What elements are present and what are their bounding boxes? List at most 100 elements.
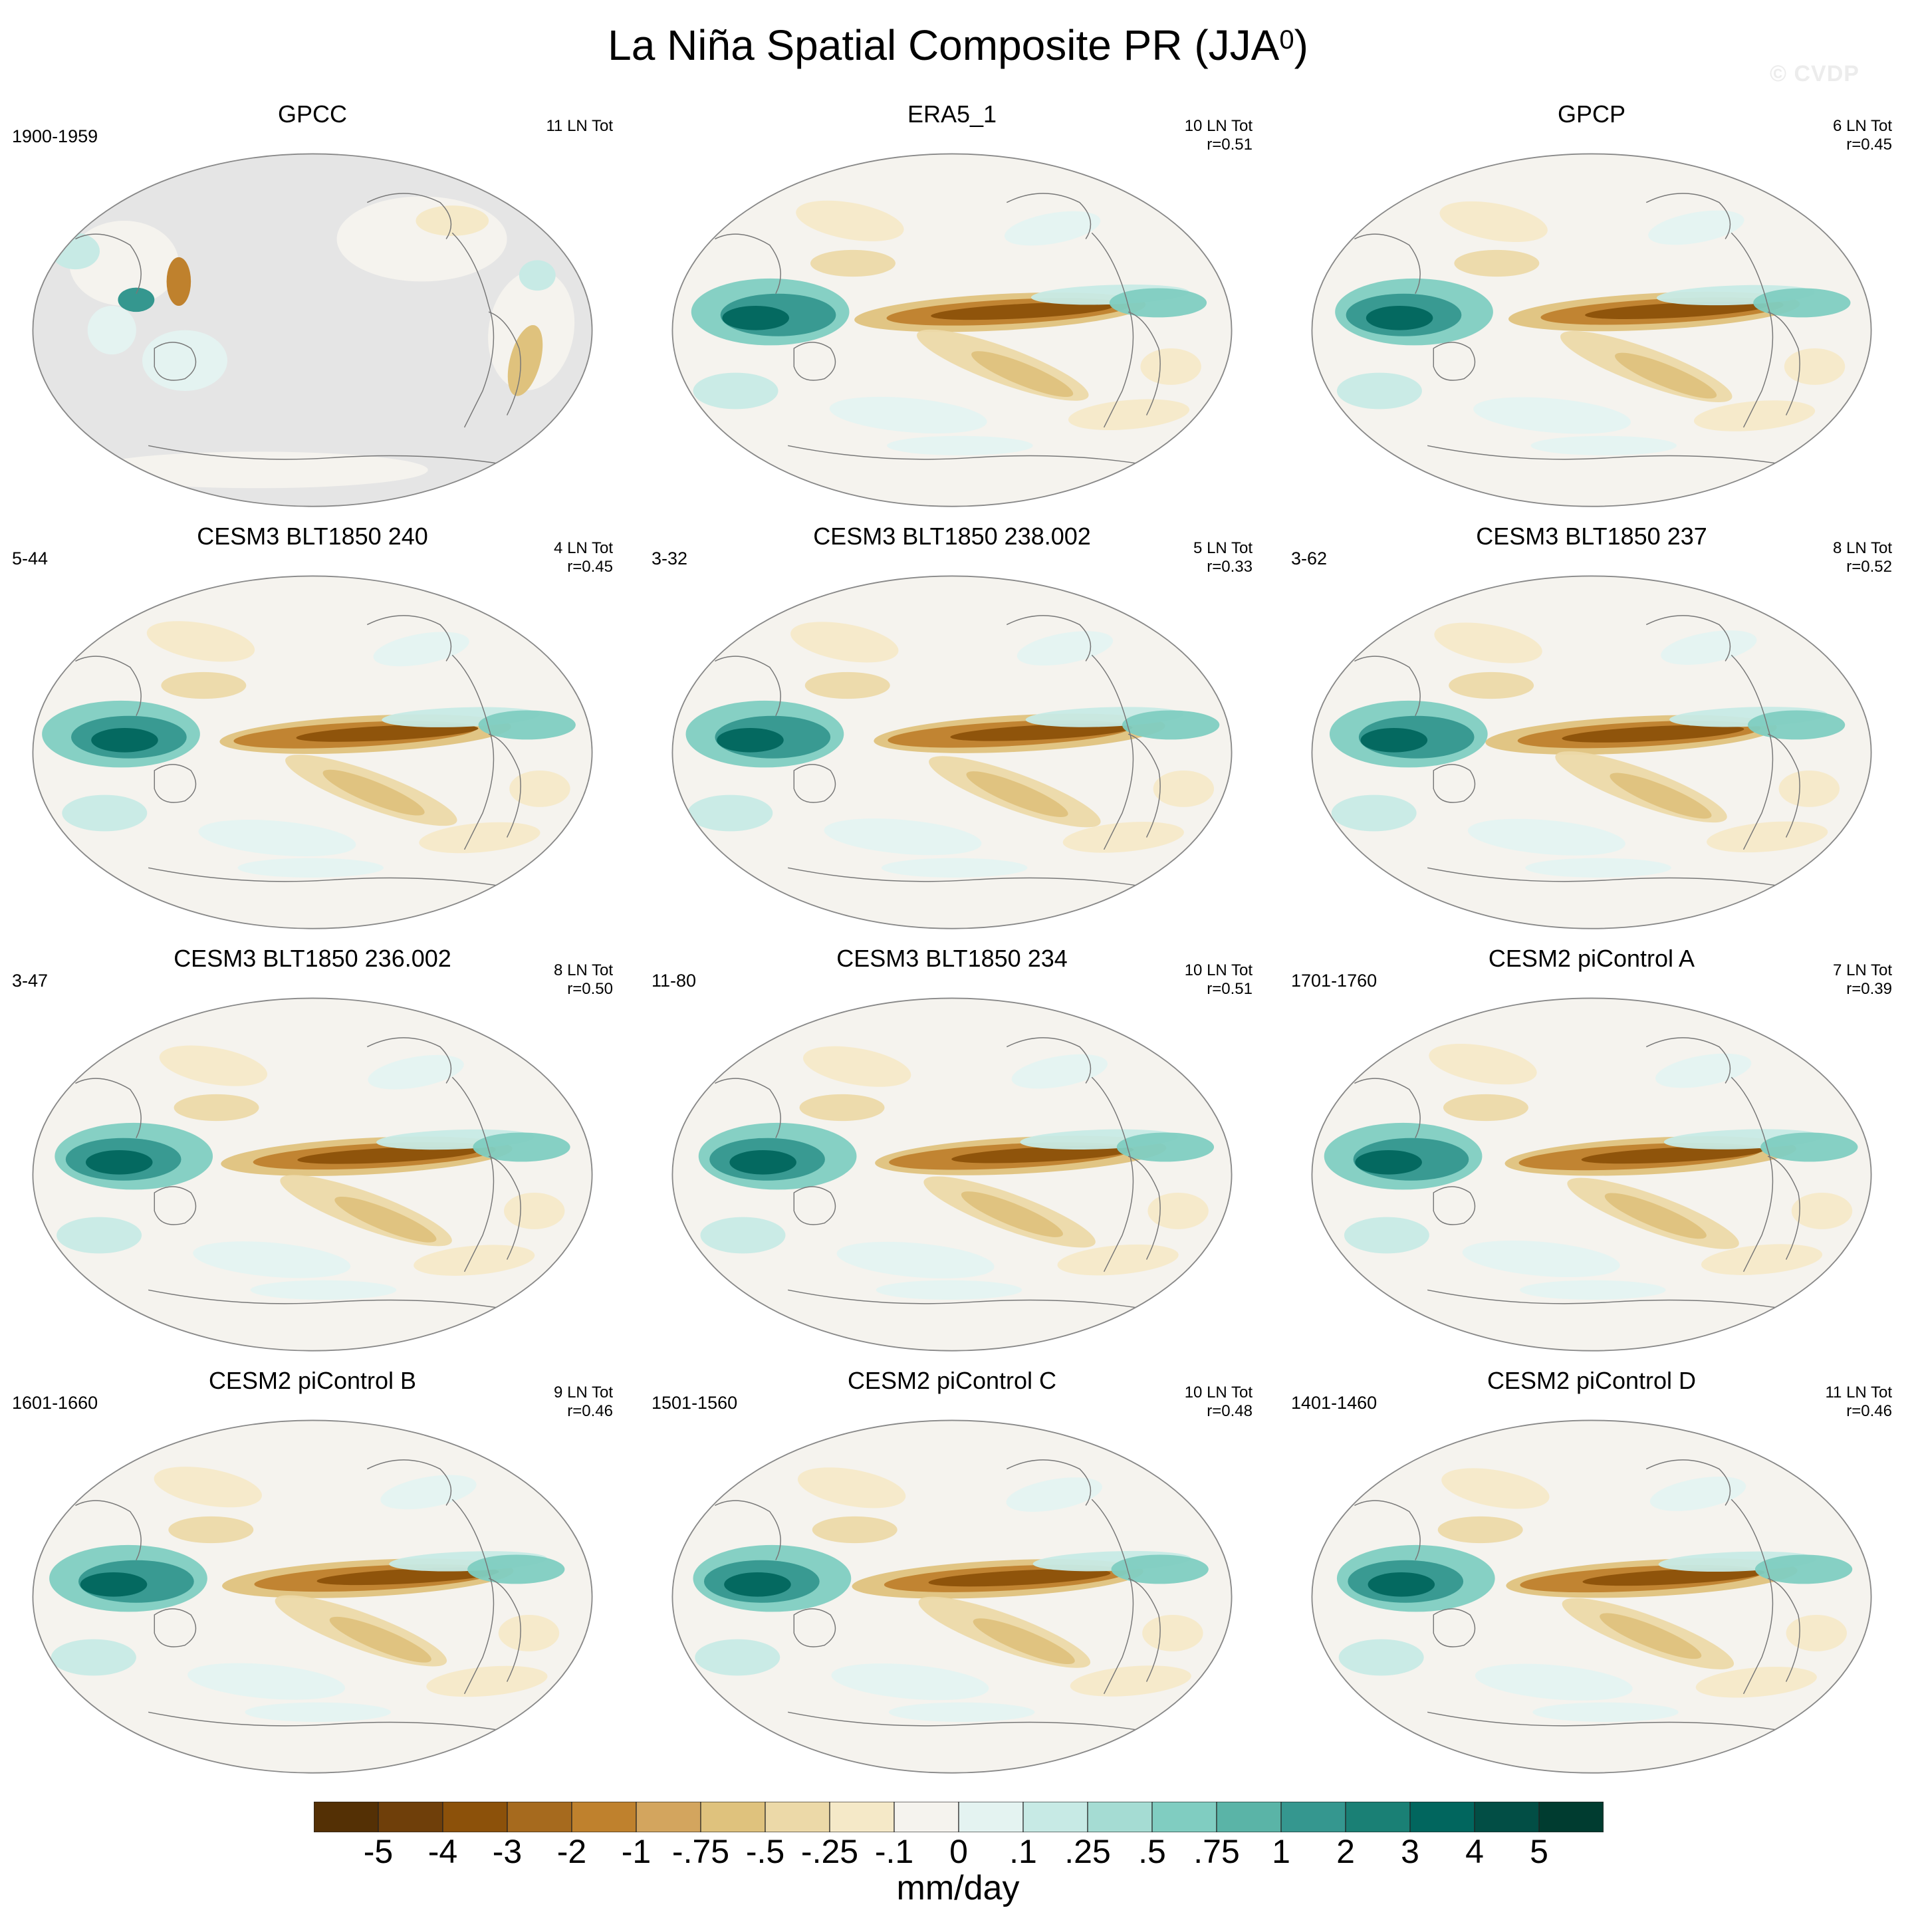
map-border [671,153,1233,507]
panel-title: CESM3 BLT1850 240 [197,523,428,550]
panel-stats: 7 LN Tot r=0.39 [1833,961,1892,999]
panel-period: 1900-1959 [12,126,98,146]
colorbar-swatch [1087,1802,1153,1832]
world-map [32,153,593,507]
panel-period: 5-44 [12,548,49,568]
world-map [1311,575,1872,929]
world-map [671,997,1233,1352]
colorbar-swatch [507,1802,572,1832]
panel-period: 1501-1560 [652,1393,738,1413]
map-border [1311,997,1872,1352]
colorbar [314,1802,1604,1832]
colorbar-tick-label: 1 [1272,1833,1290,1870]
event-count: 9 LN Tot [554,1384,613,1401]
colorbar-swatch [765,1802,830,1832]
colorbar-swatch [1151,1802,1217,1832]
colorbar-swatch [378,1802,443,1832]
map-border [671,575,1233,929]
colorbar-swatch [1538,1802,1604,1832]
colorbar-tick-label: -2 [556,1833,587,1870]
pattern-correlation: r=0.33 [1207,558,1253,576]
colorbar-tick-label: -.75 [671,1833,730,1870]
panel-period: 3-62 [1291,548,1328,568]
panel-title: CESM3 BLT1850 236.002 [174,945,451,972]
pattern-correlation: r=0.50 [567,980,613,998]
colorbar-tick-label: 4 [1465,1833,1484,1870]
pattern-correlation: r=0.52 [1846,558,1892,576]
panel-stats: 5 LN Tot r=0.33 [1193,539,1253,576]
panel-title: CESM3 BLT1850 237 [1476,523,1707,550]
world-map [1311,1419,1872,1774]
pattern-correlation: r=0.39 [1846,980,1892,998]
world-map [32,997,593,1352]
pattern-correlation: r=0.46 [1846,1402,1892,1420]
map-panel: CESM3 BLT1850 234 11-80 10 LN Tot r=0.51 [640,937,1264,1352]
colorbar-tick-label: .5 [1138,1833,1166,1870]
panel-title: CESM2 piControl B [208,1367,417,1394]
colorbar-units: mm/day [896,1869,1020,1907]
map-panel: CESM2 piControl A 1701-1760 7 LN Tot r=0.39 [1279,937,1904,1352]
colorbar-tick-label: -4 [427,1833,458,1870]
map-panel: CESM2 piControl D 1401-1460 11 LN Tot r=0.4… [1279,1360,1904,1774]
colorbar-tick-label: -3 [492,1833,523,1870]
panel-stats: 8 LN Tot r=0.50 [554,961,613,999]
colorbar-tick-label: .1 [1009,1833,1037,1870]
pattern-correlation: r=0.51 [1207,136,1253,154]
map-panel: ERA5_1 10 LN Tot r=0.51 [640,93,1264,507]
panel-period: 3-32 [652,548,688,568]
map-panel: CESM2 piControl C 1501-1560 10 LN Tot r=0.4… [640,1360,1264,1774]
colorbar-swatch [571,1802,637,1832]
panel-stats: 11 LN Tot [546,117,613,136]
map-panel: CESM3 BLT1850 240 5-44 4 LN Tot r=0.45 [0,515,625,929]
pattern-correlation: r=0.48 [1207,1402,1253,1420]
panel-period: 1601-1660 [12,1393,98,1413]
pattern-correlation: r=0.45 [567,558,613,576]
map-border [1311,1419,1872,1774]
map-panel: CESM3 BLT1850 238.002 3-32 5 LN Tot r=0.33 [640,515,1264,929]
map-panel: GPCC 1900-1959 11 LN Tot [0,93,625,507]
colorbar-tick-label: -1 [621,1833,652,1870]
panel-title: ERA5_1 [907,100,997,128]
event-count: 10 LN Tot [1184,961,1253,979]
colorbar-swatch [1216,1802,1282,1832]
colorbar-swatch [958,1802,1024,1832]
colorbar-swatch [829,1802,895,1832]
colorbar-swatch [1345,1802,1411,1832]
world-map [1311,153,1872,507]
world-map [1311,997,1872,1352]
colorbar-tick-label: .25 [1064,1833,1111,1870]
event-count: 8 LN Tot [554,961,613,979]
panel-stats: 6 LN Tot r=0.45 [1833,117,1892,154]
panel-title: GPCC [277,100,347,128]
panel-stats: 10 LN Tot r=0.48 [1185,1384,1253,1421]
panel-title: CESM2 piControl A [1488,945,1695,972]
panel-stats: 11 LN Tot r=0.46 [1825,1384,1892,1421]
panel-period: 1701-1760 [1291,971,1377,991]
event-count: 11 LN Tot [1825,1384,1892,1401]
panel-title: CESM3 BLT1850 234 [836,945,1068,972]
colorbar-tick-label: 2 [1336,1833,1355,1870]
event-count: 10 LN Tot [1184,117,1253,135]
event-count: 7 LN Tot [1833,961,1892,979]
pattern-correlation: r=0.46 [567,1402,613,1420]
colorbar-tick-label: 3 [1401,1833,1419,1870]
colorbar-tick-label: -.25 [800,1833,859,1870]
colorbar-tick-label: -.5 [745,1833,785,1870]
colorbar-swatch [442,1802,508,1832]
panel-stats: 9 LN Tot r=0.46 [554,1384,613,1421]
map-border [32,1419,593,1774]
panel-period: 1401-1460 [1291,1393,1377,1413]
panel-period: 3-47 [12,971,49,991]
colorbar-swatch [314,1802,379,1832]
colorbar-swatch [894,1802,959,1832]
event-count: 11 LN Tot [546,117,613,135]
colorbar-swatch [700,1802,766,1832]
panel-title: GPCP [1557,100,1626,128]
world-map [671,1419,1233,1774]
panel-stats: 10 LN Tot r=0.51 [1185,117,1253,154]
colorbar-tick-label: -5 [363,1833,394,1870]
colorbar-swatch [1280,1802,1346,1832]
map-border [1311,575,1872,929]
page-title: La Niña Spatial Composite PR (JJA0) [608,21,1308,69]
map-border [32,575,593,929]
